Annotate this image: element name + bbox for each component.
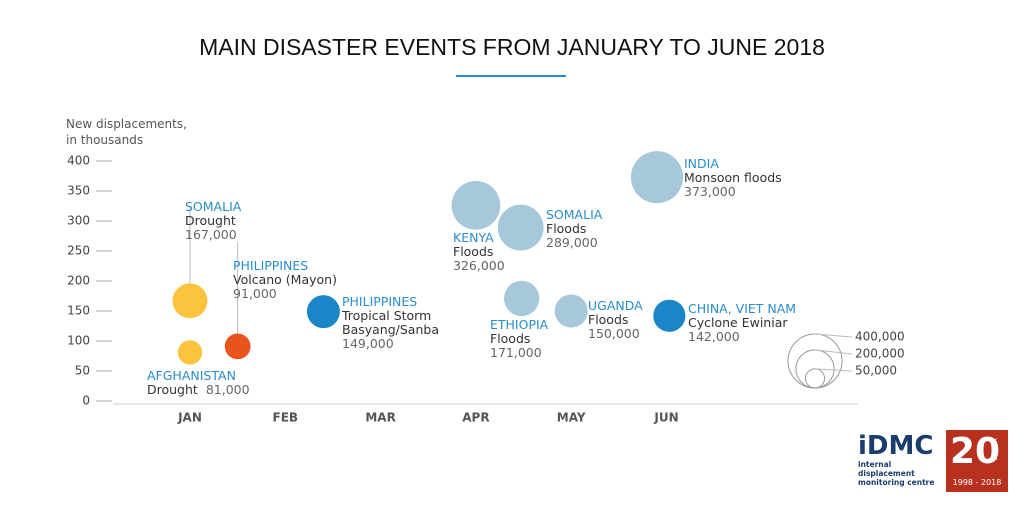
x-tick-label: FEB [273,411,299,425]
event-name: Floods [490,331,531,346]
x-tick-label: JUN [653,411,678,425]
bubble [172,283,208,319]
y-axis-label-line: New displacements, [66,117,187,131]
y-axis-label: New displacements, in thousands [66,116,187,148]
value-label: 142,000 [688,329,740,344]
value-label: 91,000 [233,286,277,301]
bubble [503,280,540,317]
y-tick-label: 250 [67,244,90,258]
event-label: SOMALIA Drought 167,000 [185,200,241,242]
logo-text: iDMC [858,431,934,461]
logo-idmc: iDMC internal displacement monitoring ce… [858,432,940,487]
event-label: CHINA, VIET NAM Cyclone Ewiniar 142,000 [688,302,796,344]
size-legend-leader [814,333,853,338]
country-label: PHILIPPINES [342,294,418,309]
country-label: KENYA [453,230,494,245]
size-legend-label: 50,000 [855,364,897,378]
event-label: ETHIOPIA Floods 171,000 [490,318,548,360]
size-legend-circle [804,368,826,389]
country-label: INDIA [684,156,719,171]
bubble [497,204,544,251]
x-tick-label: APR [462,411,489,425]
country-label: SOMALIA [546,207,603,222]
event-label: PHILIPPINES Tropical Storm Basyang/Sanba 1… [342,294,439,351]
logo-number: 20 [950,431,1001,472]
event-name: Monsoon floods [684,170,782,185]
event-label: PHILIPPINES Volcano (Mayon) 91,000 [233,259,337,301]
value-label: 167,000 [185,227,237,242]
event-name: Cyclone Ewiniar [688,315,788,330]
logo-dates: 1998 - 2018 [952,478,1002,487]
y-axis-label-line: in thousands [66,133,144,147]
event-label: KENYA Floods 326,000 [453,231,505,273]
country-label: AFGHANISTAN [147,368,236,383]
size-legend-label: 200,000 [855,347,905,361]
event-name: Volcano (Mayon) [233,272,337,287]
event-label: SOMALIA Floods 289,000 [546,208,602,250]
value-label: 289,000 [546,235,598,250]
event-label: UGANDA Floods 150,000 [588,299,643,341]
country-label: PHILIPPINES [233,258,309,273]
value-label: 326,000 [453,258,505,273]
y-tick-label: 50 [75,364,90,378]
bubble [451,181,501,230]
y-tick-label: 0 [82,394,90,408]
country-label: SOMALIA [185,199,242,214]
bubble [554,294,588,328]
country-label: ETHIOPIA [490,317,549,332]
y-tick-label: 400 [67,154,90,168]
value-label: 81,000 [205,382,250,397]
event-name: Floods [588,312,629,327]
size-legend-circle [787,333,843,389]
logo-years: YEARS [990,438,998,461]
country-label: UGANDA [588,298,643,313]
x-tick-label: MAY [557,411,586,425]
y-tick-label: 350 [67,184,90,198]
event-name: Drought [147,382,198,397]
x-tick-label: JAN [177,411,202,425]
chart-title: MAIN DISASTER EVENTS FROM JANUARY TO JUN… [199,34,825,60]
bubble [306,295,340,329]
bubble [177,340,203,365]
bubble [224,333,251,360]
bubble [630,151,684,204]
x-tick-label: MAR [365,411,395,425]
bubble [653,299,686,332]
y-tick-label: 200 [67,274,90,288]
logo-anniversary: 20 YEARS 1998 - 2018 [946,430,1008,492]
y-tick-label: 100 [67,334,90,348]
y-tick-label: 150 [67,304,90,318]
size-legend-leader [814,349,853,355]
size-legend-label: 400,000 [855,330,905,344]
value-label: 150,000 [588,326,640,341]
value-label: 373,000 [684,184,736,199]
value-label: 149,000 [342,336,394,351]
event-name: Drought [185,213,236,228]
event-label: INDIA Monsoon floods 373,000 [684,157,782,199]
event-name: Floods [453,244,494,259]
logo-subtitle: internal displacement monitoring centre [858,460,935,487]
event-label: AFGHANISTAN Drought 81,000 [147,369,250,397]
event-name: Floods [546,221,587,236]
country-label: CHINA, VIET NAM [688,301,797,316]
size-legend-leader [814,368,853,372]
y-tick-label: 300 [67,214,90,228]
value-label: 171,000 [490,345,542,360]
event-line: Drought 81,000 [147,383,250,397]
event-name: Tropical Storm Basyang/Sanba [342,308,439,337]
